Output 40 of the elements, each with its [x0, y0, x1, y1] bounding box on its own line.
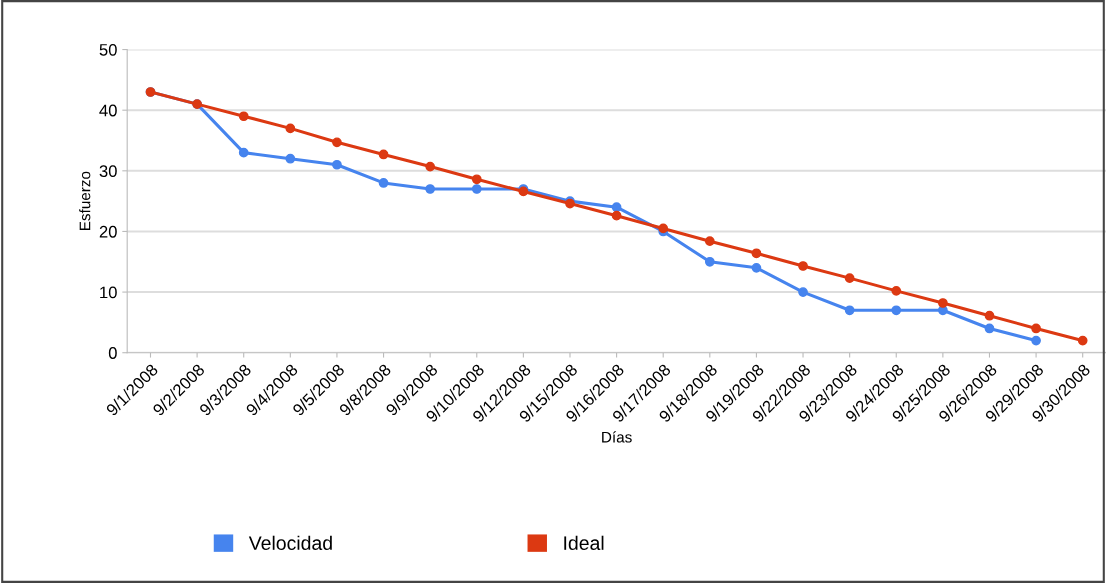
point — [425, 184, 436, 194]
y-tick-label: 0 — [108, 347, 117, 359]
legend-label: Velocidad — [248, 535, 332, 550]
point — [285, 153, 296, 164]
point — [938, 298, 948, 308]
point — [798, 261, 808, 271]
point — [798, 287, 808, 297]
point — [1077, 335, 1088, 346]
x-axis-title: Días — [602, 431, 632, 443]
point — [704, 236, 715, 247]
point — [285, 123, 296, 134]
point — [704, 256, 715, 267]
point — [1031, 335, 1041, 346]
point — [751, 262, 762, 273]
point — [378, 178, 389, 188]
point — [891, 305, 902, 316]
y-tick-label: 10 — [100, 286, 117, 299]
point — [238, 147, 249, 158]
y-tick-label: 20 — [99, 225, 117, 238]
y-tick-label: 30 — [99, 165, 117, 178]
point — [332, 159, 342, 170]
point — [378, 149, 389, 160]
y-tick-label: 50 — [99, 43, 117, 56]
legend-label: Ideal — [564, 535, 604, 550]
y-axis-title: Esfuerzo — [79, 171, 91, 231]
point — [425, 161, 436, 172]
point — [984, 323, 995, 334]
point — [891, 286, 902, 296]
point — [238, 111, 249, 122]
point — [611, 202, 622, 213]
point — [332, 137, 342, 148]
point — [1031, 323, 1041, 334]
point — [984, 310, 995, 321]
point — [471, 184, 482, 194]
point — [611, 210, 622, 221]
point — [844, 305, 855, 316]
point — [751, 248, 762, 259]
point — [844, 273, 855, 283]
y-tick-label: 40 — [99, 104, 117, 117]
point — [471, 174, 482, 185]
